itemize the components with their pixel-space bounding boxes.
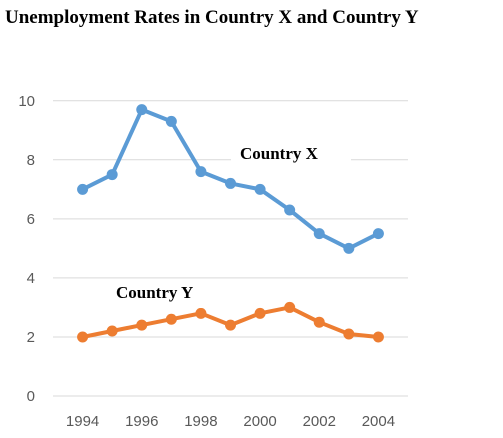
series-label-country-x: Country X	[240, 144, 319, 163]
data-point-country-x-1999	[225, 177, 236, 189]
data-point-country-y-1996	[136, 319, 148, 331]
data-point-country-x-2001	[284, 204, 296, 216]
series-country-y	[77, 301, 384, 343]
data-point-country-y-1995	[106, 325, 118, 337]
y-tick-label: 2	[27, 329, 35, 346]
series-label-background-x	[231, 138, 351, 167]
series-label-country-y: Country Y	[116, 283, 193, 302]
data-point-country-x-2002	[313, 228, 325, 240]
axis-ticks: 0 2 4 6 8 10 1994 1996 1998 2000 2002 2004	[18, 93, 395, 430]
y-tick-label: 6	[27, 211, 35, 228]
data-point-country-y-1999	[225, 319, 236, 331]
data-point-country-y-2000	[254, 307, 266, 319]
x-tick-label: 1994	[66, 413, 99, 430]
x-tick-label: 1996	[125, 413, 158, 430]
data-point-country-x-1996	[136, 104, 148, 116]
data-point-country-y-2003	[343, 328, 355, 340]
x-tick-label: 2002	[303, 413, 336, 430]
series-country-x	[77, 104, 384, 254]
data-point-country-y-1994	[77, 331, 89, 343]
y-tick-label: 8	[27, 152, 35, 169]
series-labels: Country X Country Y	[106, 138, 351, 308]
series-label-background-y	[106, 279, 219, 308]
data-point-country-y-2001	[284, 301, 296, 313]
y-tick-label: 4	[27, 270, 35, 287]
data-point-country-x-2000	[254, 183, 266, 195]
data-point-country-y-1998	[195, 307, 207, 319]
x-tick-label: 2000	[243, 413, 276, 430]
data-point-country-x-1998	[195, 166, 207, 178]
data-point-country-y-1997	[165, 313, 177, 325]
data-point-country-y-2004	[372, 331, 384, 343]
data-point-country-x-1997	[165, 115, 177, 127]
grid-lines	[53, 100, 408, 397]
data-point-country-x-2004	[372, 228, 384, 240]
x-tick-label: 1998	[184, 413, 217, 430]
data-point-country-x-1995	[106, 169, 118, 181]
data-point-country-y-2002	[313, 316, 325, 328]
x-tick-label: 2004	[362, 413, 395, 430]
y-tick-label: 10	[18, 93, 35, 110]
y-tick-label: 0	[27, 388, 35, 405]
data-point-country-x-1994	[77, 183, 89, 195]
data-point-country-x-2003	[343, 242, 355, 254]
series-layer	[77, 104, 384, 343]
chart-title: Unemployment Rates in Country X and Coun…	[5, 7, 419, 28]
